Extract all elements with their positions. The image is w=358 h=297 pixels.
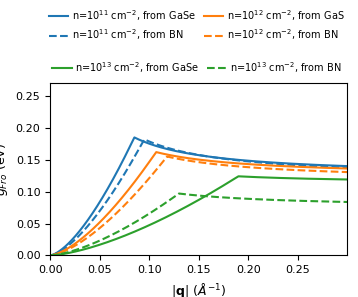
- Legend: n=10$^{13}$ cm$^{-2}$, from GaSe, n=10$^{13}$ cm$^{-2}$, from BN: n=10$^{13}$ cm$^{-2}$, from GaSe, n=10$^…: [52, 60, 342, 75]
- X-axis label: $|\mathbf{q}|\ (\AA^{-1})$: $|\mathbf{q}|\ (\AA^{-1})$: [171, 281, 226, 297]
- Y-axis label: $g_{Fr\ddot{o}}$ (eV): $g_{Fr\ddot{o}}$ (eV): [0, 143, 10, 196]
- Legend: n=10$^{11}$ cm$^{-2}$, from GaSe, n=10$^{11}$ cm$^{-2}$, from BN, n=10$^{12}$ cm: n=10$^{11}$ cm$^{-2}$, from GaSe, n=10$^…: [49, 8, 345, 42]
